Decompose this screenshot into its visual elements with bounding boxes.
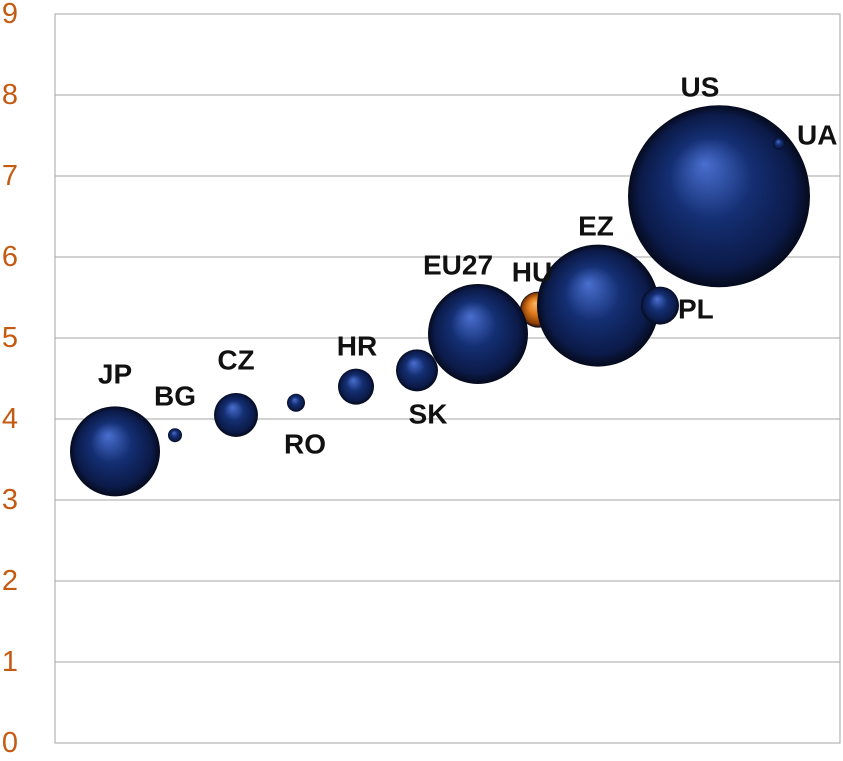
bubble-label-cz: CZ: [217, 345, 254, 376]
y-tick-label-5: 5: [2, 322, 18, 354]
bubble-us: [628, 105, 810, 288]
bubble-eu27: [428, 283, 528, 384]
bubble-label-jp: JP: [98, 359, 132, 390]
bubble-jp: [70, 406, 160, 497]
gridlines: [54, 13, 841, 744]
bubble-ez: [537, 244, 659, 367]
y-axis-tick-labels: 0 1 2 3 4 5 6 7 8 9: [2, 0, 18, 759]
y-tick-label-9: 9: [2, 0, 18, 30]
bubble-label-ro: RO: [284, 429, 326, 460]
bubble-label-hr: HR: [337, 331, 377, 362]
y-tick-label-3: 3: [2, 484, 18, 516]
bubble-label-ez: EZ: [578, 211, 614, 242]
bubble-sk: [396, 349, 438, 392]
y-tick-label-4: 4: [2, 403, 18, 435]
bubble-label-sk: SK: [409, 399, 448, 430]
bubble-pl: [641, 286, 679, 325]
bubble-label-eu27: EU27: [423, 250, 493, 281]
bubble-label-ua: UA: [797, 120, 837, 151]
y-tick-label-0: 0: [2, 727, 18, 756]
bubble-labels: JP BG CZ RO HR SK EU27 HU EZ PL US UA: [98, 72, 838, 460]
bubble-ro: [287, 393, 305, 412]
bubble-label-hu: HU: [512, 257, 552, 288]
y-tick-label-2: 2: [2, 565, 18, 597]
y-tick-label-7: 7: [2, 160, 18, 192]
bubble-bg: [168, 428, 182, 443]
bubble-label-bg: BG: [154, 381, 196, 412]
plot-area-border: [54, 13, 841, 744]
y-tick-label-8: 8: [2, 79, 18, 111]
y-tick-label-1: 1: [2, 646, 18, 678]
bubble-label-pl: PL: [678, 294, 714, 325]
bubble-ua: [773, 137, 785, 150]
bubble-label-us: US: [681, 72, 720, 103]
bubbles: [70, 105, 810, 497]
bubble-cz: [214, 392, 258, 437]
bubble-hr: [338, 368, 374, 405]
y-tick-label-6: 6: [2, 241, 18, 273]
